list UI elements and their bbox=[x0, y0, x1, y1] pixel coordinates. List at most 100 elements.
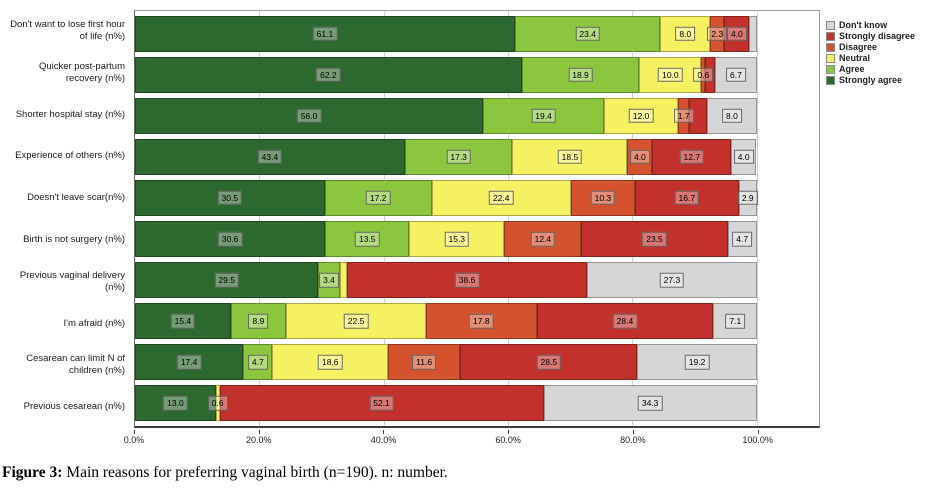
bar-segment-strongly_disagree: 12.7 bbox=[652, 138, 732, 175]
legend-item-dont_know: Don't know bbox=[826, 20, 922, 30]
legend-swatch-strongly_agree bbox=[826, 75, 835, 85]
bar-segment-neutral: 10.0 bbox=[639, 56, 702, 93]
segment-value-label: 56.0 bbox=[296, 108, 322, 123]
bar-row: 30.6 13.5 15.3 12.4 23.5 4.7 bbox=[135, 218, 819, 259]
segment-value-label: 52.1 bbox=[369, 396, 394, 411]
segment-value-label: 18.5 bbox=[557, 149, 583, 165]
segment-value-label: 4.0 bbox=[629, 149, 650, 165]
bar-segment-neutral: 22.5 bbox=[286, 303, 426, 340]
x-tick-label: 100.0% bbox=[742, 435, 773, 445]
bar-segment-disagree: 1.7 bbox=[673, 97, 694, 134]
bar-segment-strongly_agree: 62.2 bbox=[135, 56, 522, 93]
bar-segment-neutral bbox=[339, 262, 348, 299]
segment-value-label: 0.6 bbox=[207, 396, 228, 411]
category-label: Shorter hospital stay (n%) bbox=[15, 108, 125, 120]
bar-segment-strongly_agree: 61.1 bbox=[135, 15, 515, 52]
segment-value-label: 4.7 bbox=[732, 231, 753, 247]
bar-segment-strongly_disagree bbox=[705, 56, 716, 93]
bar-segment-disagree: 11.6 bbox=[388, 344, 461, 381]
bar-segment-strongly_agree: 13.0 bbox=[135, 385, 216, 422]
segment-value-label: 17.4 bbox=[176, 355, 202, 370]
segment-value-label: 1.7 bbox=[673, 108, 694, 123]
bar-segment-strongly_agree: 56.0 bbox=[135, 97, 484, 134]
legend-item-agree: Agree bbox=[826, 64, 922, 74]
x-tick-mark bbox=[632, 430, 634, 434]
segment-value-label: 23.4 bbox=[575, 26, 600, 41]
bar-segment-dont_know: 4.0 bbox=[731, 138, 757, 175]
segment-value-label: 19.4 bbox=[531, 108, 556, 123]
segment-value-label: 4.0 bbox=[733, 149, 754, 165]
bar-segment-neutral: 15.3 bbox=[409, 221, 505, 258]
segment-value-label: 19.2 bbox=[684, 355, 710, 370]
bar-segment-neutral: 18.6 bbox=[272, 344, 389, 381]
bar-segment-strongly_disagree: 28.5 bbox=[460, 344, 638, 381]
caption-figure-number: Figure 3: bbox=[2, 464, 63, 481]
x-tick-label: 0.0% bbox=[123, 435, 145, 445]
category-label: Previous vaginal delivery (n%) bbox=[19, 269, 125, 293]
legend-swatch-dont_know bbox=[826, 20, 835, 30]
bar-segment-dont_know: 7.1 bbox=[713, 303, 758, 340]
segment-value-label: 15.3 bbox=[444, 231, 470, 247]
bar-segment-strongly_disagree: 38.6 bbox=[347, 262, 588, 299]
segment-value-label: 8.9 bbox=[248, 313, 269, 329]
bar-segment-agree: 19.4 bbox=[483, 97, 604, 134]
x-tick-label: 60.0% bbox=[495, 435, 521, 445]
category-label: Doesn't leave scar(n%) bbox=[27, 192, 125, 204]
segment-value-label: 22.5 bbox=[343, 313, 369, 329]
segment-value-label: 30.6 bbox=[217, 231, 243, 247]
bar-segment-strongly_agree: 43.4 bbox=[135, 138, 405, 175]
stacked-bar: 29.5 3.4 38.6 27.3 bbox=[135, 262, 819, 299]
bar-segment-strongly_disagree bbox=[689, 97, 708, 134]
bar-row: 15.4 8.9 22.5 17.8 28.4 7.1 bbox=[135, 301, 819, 342]
x-tick-mark bbox=[258, 430, 260, 434]
bar-segment-neutral: 12.0 bbox=[603, 97, 679, 134]
stacked-bar: 15.4 8.9 22.5 17.8 28.4 7.1 bbox=[135, 303, 819, 340]
legend-swatch-disagree bbox=[826, 42, 835, 52]
segment-value-label: 2.9 bbox=[737, 190, 758, 206]
bar-segment-strongly_agree: 30.5 bbox=[135, 179, 325, 216]
bar-row: 30.5 17.2 22.4 10.3 16.7 2.9 bbox=[135, 177, 819, 218]
segment-value-label: 62.2 bbox=[316, 67, 341, 82]
segment-value-label: 28.5 bbox=[536, 355, 562, 370]
stacked-bar: 30.6 13.5 15.3 12.4 23.5 4.7 bbox=[135, 221, 819, 258]
segment-value-label: 13.5 bbox=[354, 231, 380, 247]
gridline-20 bbox=[259, 11, 261, 426]
bar-row: 43.4 17.3 18.5 4.0 12.7 4.0 bbox=[135, 136, 819, 177]
x-tick-label: 80.0% bbox=[620, 435, 646, 445]
segment-value-label: 15.4 bbox=[170, 313, 196, 329]
segment-value-label: 22.4 bbox=[488, 190, 514, 206]
bar-segment-neutral: 22.4 bbox=[431, 179, 571, 216]
bar-segment-strongly_disagree: 4.0 bbox=[724, 15, 750, 52]
bar-segment-dont_know: 8.0 bbox=[707, 97, 757, 134]
category-label: Cesarean can limit N of children (n%) bbox=[26, 353, 125, 377]
bar-row: 13.0 0.6 52.1 34.3 bbox=[135, 383, 819, 424]
bar-row: 61.1 23.4 8.0 2.3 4.0 bbox=[135, 13, 819, 54]
legend-label: Strongly agree bbox=[839, 75, 903, 85]
segment-value-label: 3.4 bbox=[319, 272, 339, 288]
x-tick-mark bbox=[383, 430, 385, 434]
bar-segment-disagree: 2.3 bbox=[707, 15, 728, 52]
segment-value-label: 8.0 bbox=[721, 108, 742, 123]
segment-value-label: 43.4 bbox=[257, 149, 283, 165]
bar-segment-neutral: 18.5 bbox=[512, 138, 628, 175]
stacked-bar: 56.0 19.4 12.0 1.7 8.0 bbox=[135, 97, 819, 134]
segment-value-label: 8.0 bbox=[675, 26, 696, 41]
bar-segment-dont_know: 2.9 bbox=[737, 179, 758, 216]
bar-segment-agree: 13.5 bbox=[325, 221, 410, 258]
bar-rows: 61.1 23.4 8.0 2.3 4.0 62.2 18.9 10.0 0.6 6.7 56.0 1… bbox=[135, 11, 819, 426]
legend-label: Agree bbox=[839, 64, 865, 74]
bar-row: 29.5 3.4 38.6 27.3 bbox=[135, 260, 819, 301]
segment-value-label: 17.3 bbox=[446, 149, 471, 165]
bar-segment-agree: 8.9 bbox=[230, 303, 287, 340]
bar-segment-disagree: 0.6 bbox=[693, 56, 714, 93]
segment-value-label: 23.5 bbox=[642, 231, 667, 247]
segment-value-label: 27.3 bbox=[659, 272, 685, 288]
x-tick-label: 20.0% bbox=[245, 435, 272, 445]
gridline-60 bbox=[508, 11, 510, 426]
segment-value-label: 12.0 bbox=[628, 108, 654, 123]
segment-value-label: 12.4 bbox=[530, 231, 556, 247]
legend-swatch-neutral bbox=[826, 53, 835, 63]
legend-item-disagree: Disagree bbox=[826, 42, 922, 52]
x-tick-mark bbox=[757, 430, 759, 434]
